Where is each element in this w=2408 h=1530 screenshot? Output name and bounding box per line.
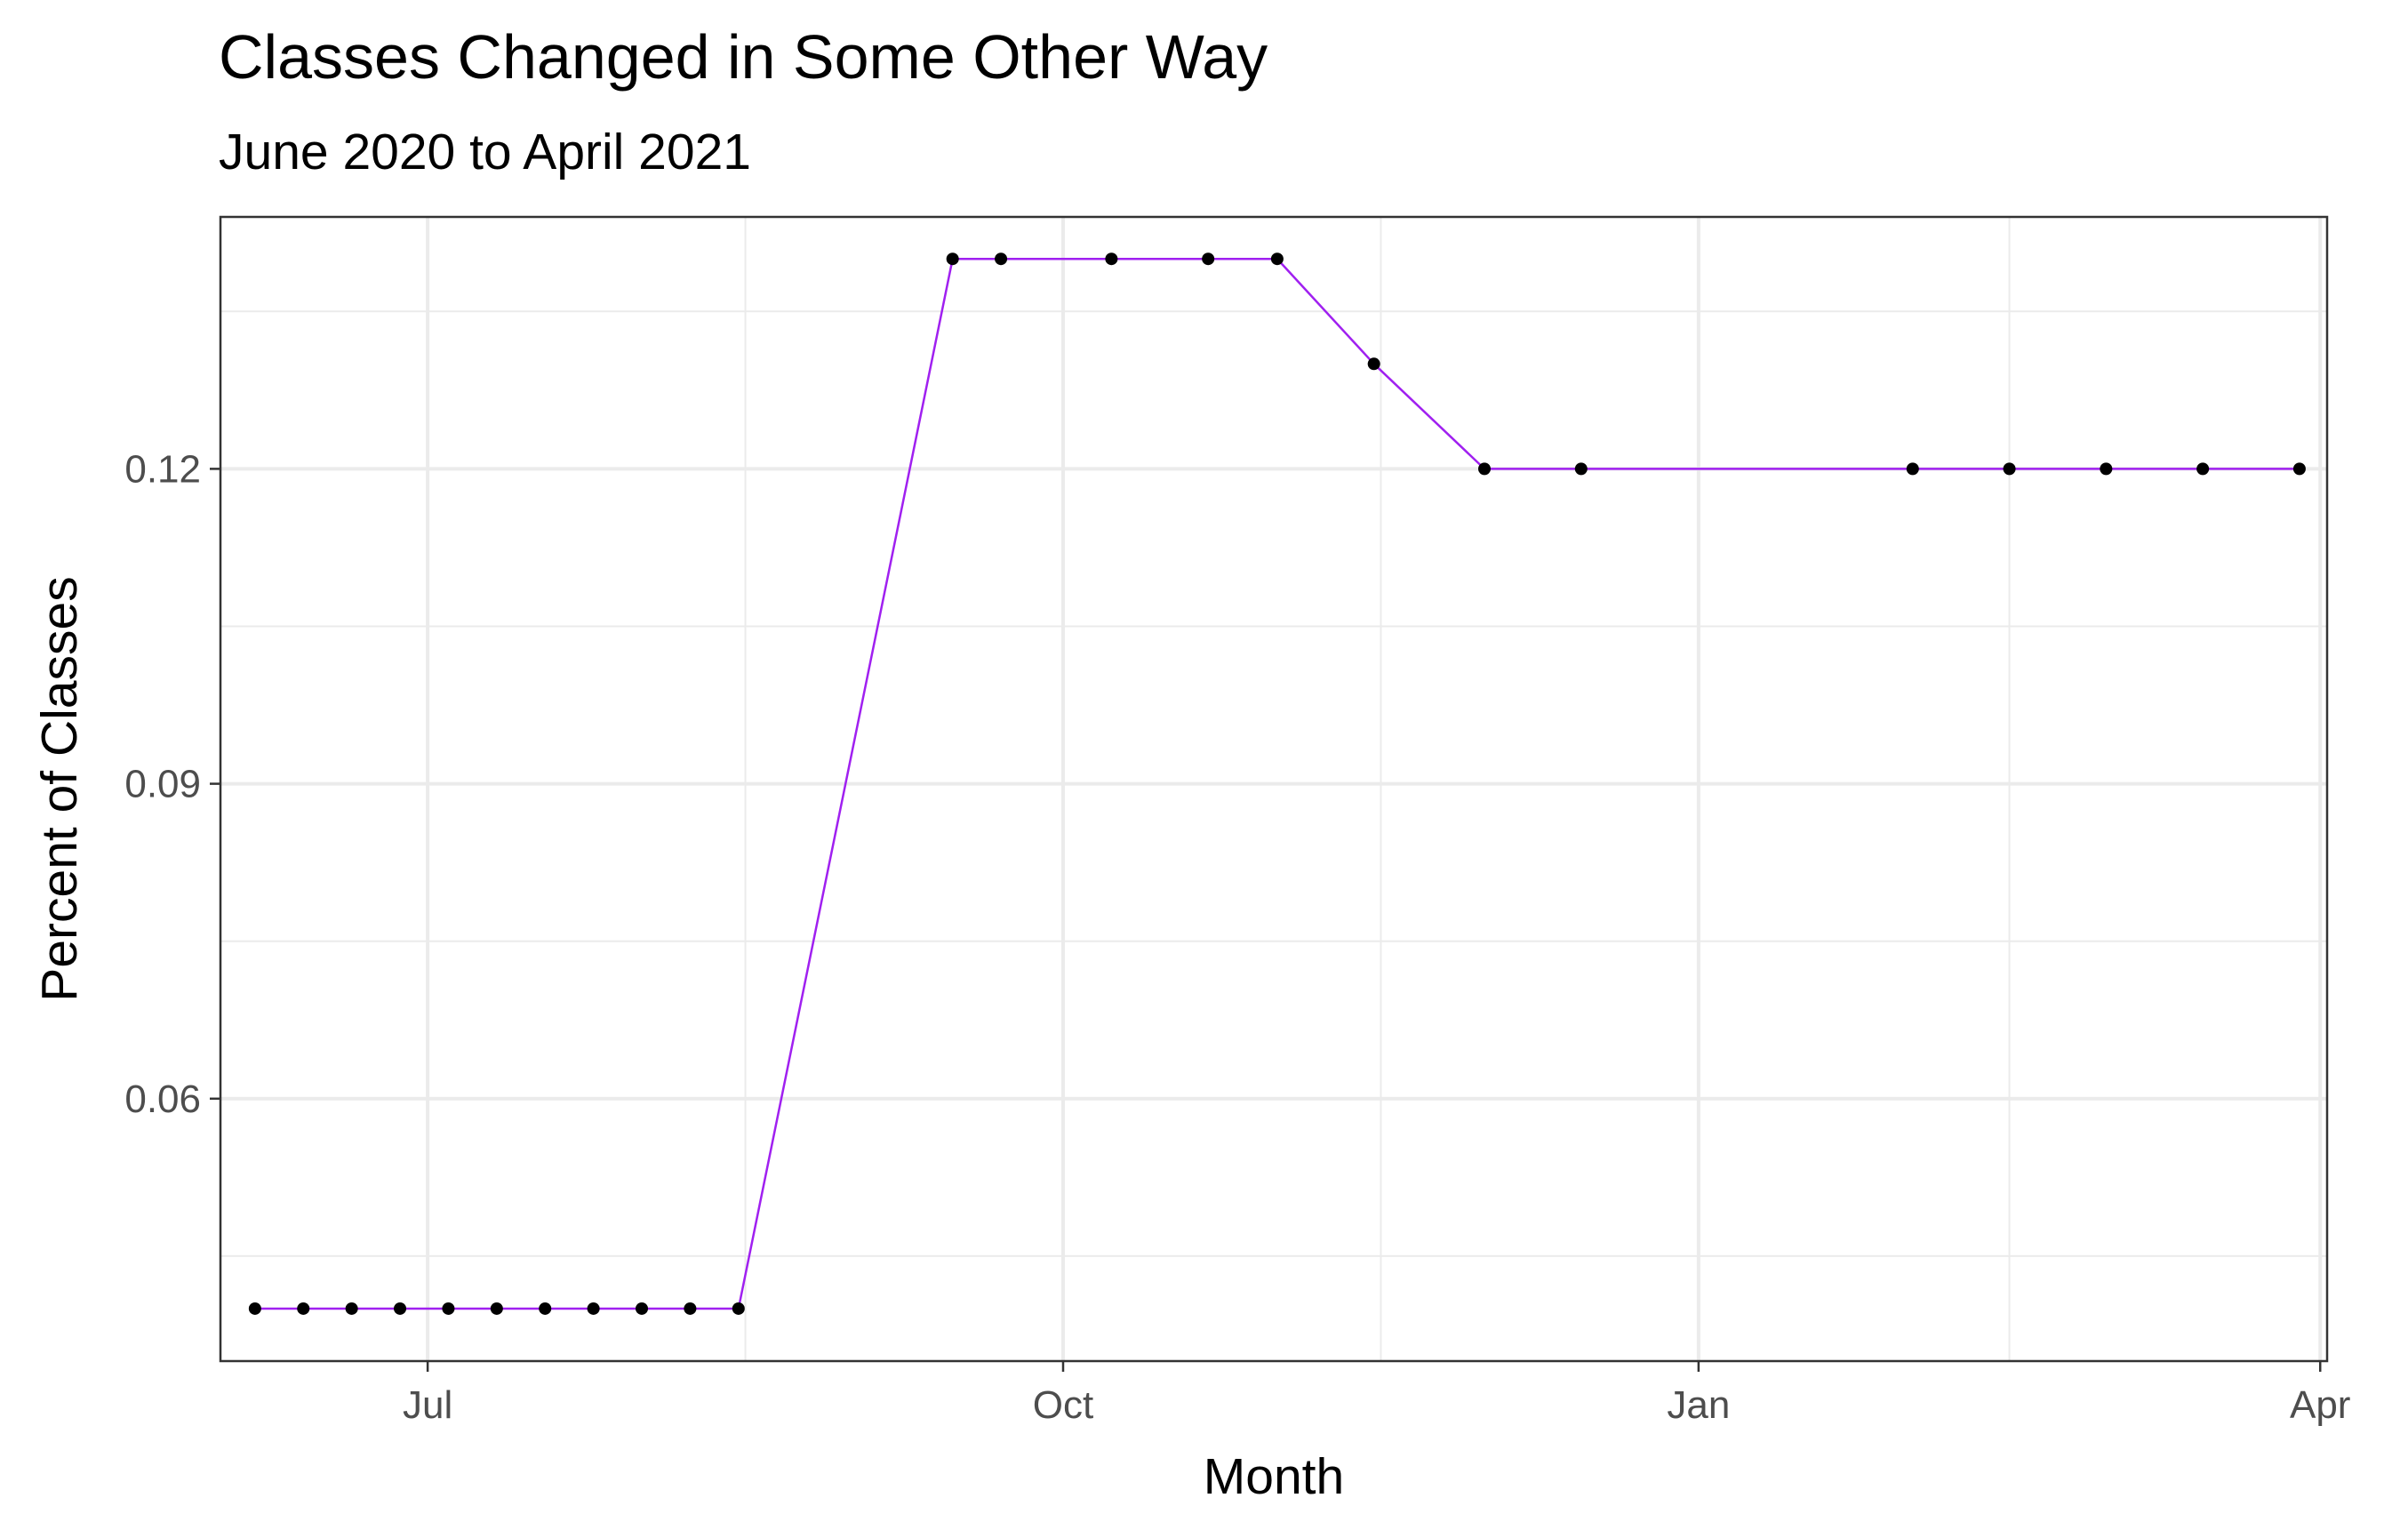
data-point xyxy=(442,1302,455,1315)
major-gridlines xyxy=(220,217,2327,1361)
y-axis: 0.06 0.09 0.12 xyxy=(124,447,220,1121)
data-point xyxy=(394,1302,407,1315)
x-axis-title: Month xyxy=(1204,1448,1344,1505)
data-point xyxy=(297,1302,310,1315)
data-point xyxy=(1574,462,1588,476)
data-point xyxy=(1906,462,1919,476)
y-tick-label: 0.09 xyxy=(124,763,201,806)
minor-gridlines xyxy=(220,217,2327,1361)
chart-title: Classes Changed in Some Other Way xyxy=(219,22,1268,92)
data-point xyxy=(1105,252,1118,266)
data-point xyxy=(1202,252,1215,266)
data-point xyxy=(684,1302,697,1315)
data-point xyxy=(732,1302,745,1315)
x-axis: Jul Oct Jan Apr xyxy=(403,1361,2350,1427)
data-point xyxy=(248,1302,261,1315)
x-tick-label: Apr xyxy=(2290,1383,2350,1427)
y-tick-label: 0.06 xyxy=(124,1077,201,1121)
data-point xyxy=(2196,462,2210,476)
x-tick-label: Oct xyxy=(1033,1383,1093,1427)
data-point xyxy=(1478,462,1491,476)
panel-border xyxy=(219,215,2329,1363)
chart-subtitle: June 2020 to April 2021 xyxy=(219,124,751,180)
data-point xyxy=(1367,357,1380,371)
data-point xyxy=(2100,462,2113,476)
data-point xyxy=(539,1302,552,1315)
y-axis-title: Percent of Classes xyxy=(31,576,88,1001)
data-point xyxy=(587,1302,600,1315)
data-point xyxy=(2292,462,2306,476)
data-point xyxy=(946,252,959,266)
y-tick-label: 0.12 xyxy=(124,447,201,491)
series-points xyxy=(248,252,2306,1315)
data-point xyxy=(345,1302,358,1315)
data-point xyxy=(1270,252,1284,266)
x-tick-label: Jan xyxy=(1667,1383,1730,1427)
series-line-path xyxy=(254,257,2300,1310)
data-point xyxy=(490,1302,503,1315)
series-line xyxy=(254,257,2300,1310)
data-point xyxy=(2003,462,2016,476)
data-point xyxy=(995,252,1008,266)
data-point xyxy=(636,1302,648,1315)
x-tick-label: Jul xyxy=(403,1383,452,1427)
